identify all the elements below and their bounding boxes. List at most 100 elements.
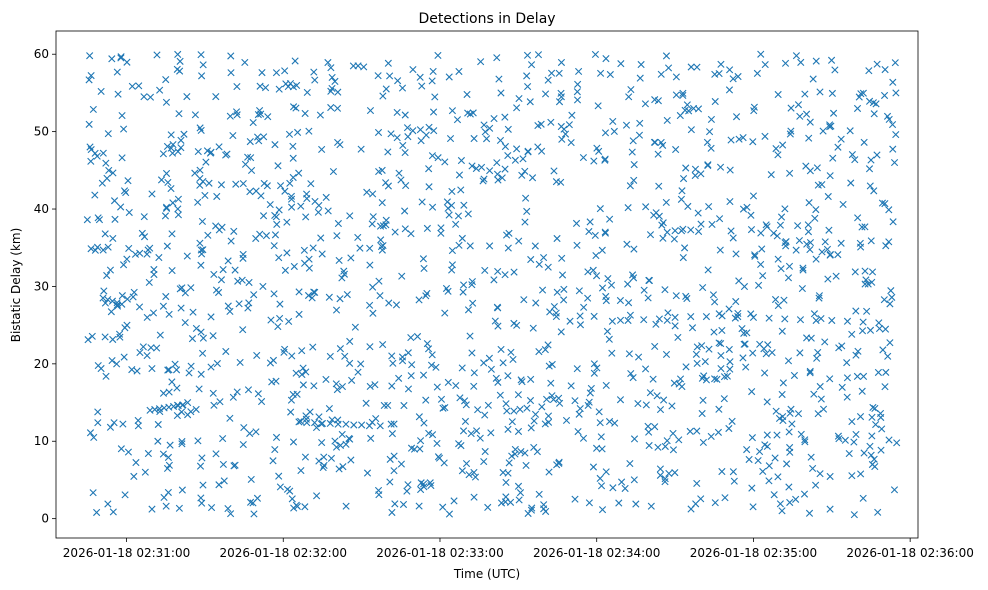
detection-point — [128, 366, 136, 374]
detection-point — [630, 435, 639, 443]
detection-point — [499, 468, 507, 477]
detection-point — [856, 413, 865, 421]
detection-point — [565, 121, 573, 129]
detection-point — [717, 364, 725, 373]
detection-point — [117, 53, 125, 61]
detection-point — [591, 50, 600, 58]
detection-point — [574, 80, 582, 88]
detection-point — [854, 214, 862, 222]
detection-point — [252, 428, 260, 436]
detection-point — [865, 97, 874, 105]
detection-point — [354, 368, 362, 376]
detection-point — [192, 324, 200, 333]
detection-point — [661, 478, 669, 486]
detection-point — [153, 51, 161, 59]
detection-point — [334, 138, 342, 147]
detection-point — [866, 442, 874, 450]
detection-point — [521, 218, 529, 226]
detection-point — [491, 317, 499, 325]
detection-point — [875, 324, 884, 333]
detection-point — [773, 431, 781, 439]
detection-point — [877, 413, 885, 422]
detection-point — [867, 156, 875, 164]
detection-point — [407, 444, 416, 452]
track-detection-point — [694, 227, 703, 236]
detection-point — [509, 355, 517, 364]
detection-point — [591, 231, 599, 240]
detection-point — [544, 76, 552, 84]
detection-point — [624, 299, 633, 307]
detection-point — [774, 255, 782, 263]
detection-point — [464, 109, 472, 117]
detection-point — [807, 453, 815, 461]
detection-point — [813, 164, 821, 172]
detection-point — [675, 436, 683, 444]
detection-point — [785, 428, 793, 436]
detection-point — [260, 179, 268, 188]
detection-point — [891, 59, 899, 67]
detection-point — [762, 221, 770, 229]
detection-point — [309, 343, 317, 351]
detection-point — [705, 128, 714, 136]
track-detection-point — [702, 313, 711, 321]
detection-point — [402, 181, 410, 190]
y-tick-label: 30 — [34, 279, 49, 293]
detection-point — [407, 333, 415, 342]
detection-point — [848, 330, 856, 338]
detection-point — [391, 500, 399, 508]
detection-point — [703, 138, 712, 146]
detection-point — [803, 240, 811, 248]
detection-point — [843, 374, 852, 382]
detection-point — [691, 171, 699, 180]
detection-point — [198, 72, 206, 80]
detection-point — [609, 484, 617, 492]
detection-point — [439, 503, 447, 511]
detection-point — [555, 394, 563, 402]
detection-point — [259, 282, 267, 291]
detection-point — [111, 215, 119, 223]
detection-point — [123, 295, 131, 303]
detection-point — [740, 340, 748, 348]
y-tick-label: 50 — [34, 125, 49, 139]
detection-point — [774, 301, 782, 310]
detection-point — [547, 379, 555, 387]
detection-point — [629, 137, 637, 145]
detection-point — [615, 499, 623, 507]
detection-point — [113, 68, 121, 76]
detection-point — [811, 214, 819, 222]
detection-point — [167, 184, 175, 193]
detection-point — [687, 63, 695, 71]
detection-point — [288, 203, 296, 211]
detection-point — [660, 396, 668, 404]
detection-point — [388, 508, 396, 517]
detection-point — [605, 417, 614, 426]
detection-point — [266, 200, 274, 209]
detection-point — [123, 58, 131, 66]
detection-point — [717, 351, 725, 360]
detection-point — [663, 437, 671, 445]
detection-point — [861, 280, 869, 288]
detection-point — [316, 111, 324, 119]
detection-point — [815, 292, 824, 300]
detection-point — [87, 157, 95, 165]
detection-point — [220, 477, 228, 485]
detection-point — [557, 58, 566, 67]
detection-point — [794, 101, 803, 109]
detection-point — [492, 374, 500, 382]
detection-point — [102, 372, 110, 380]
track-detection-point — [113, 299, 121, 307]
detection-point — [890, 486, 899, 494]
detection-point — [868, 432, 876, 440]
detection-point — [429, 108, 438, 116]
detection-point — [161, 212, 170, 220]
detection-point — [477, 58, 485, 66]
detection-point — [432, 363, 440, 371]
detection-point — [794, 222, 802, 230]
detection-point — [590, 312, 598, 320]
detection-point — [750, 107, 758, 115]
detection-point — [270, 242, 278, 250]
detection-point — [801, 436, 809, 444]
detection-point — [363, 469, 372, 477]
detection-point — [154, 437, 162, 445]
detection-point — [584, 268, 592, 276]
